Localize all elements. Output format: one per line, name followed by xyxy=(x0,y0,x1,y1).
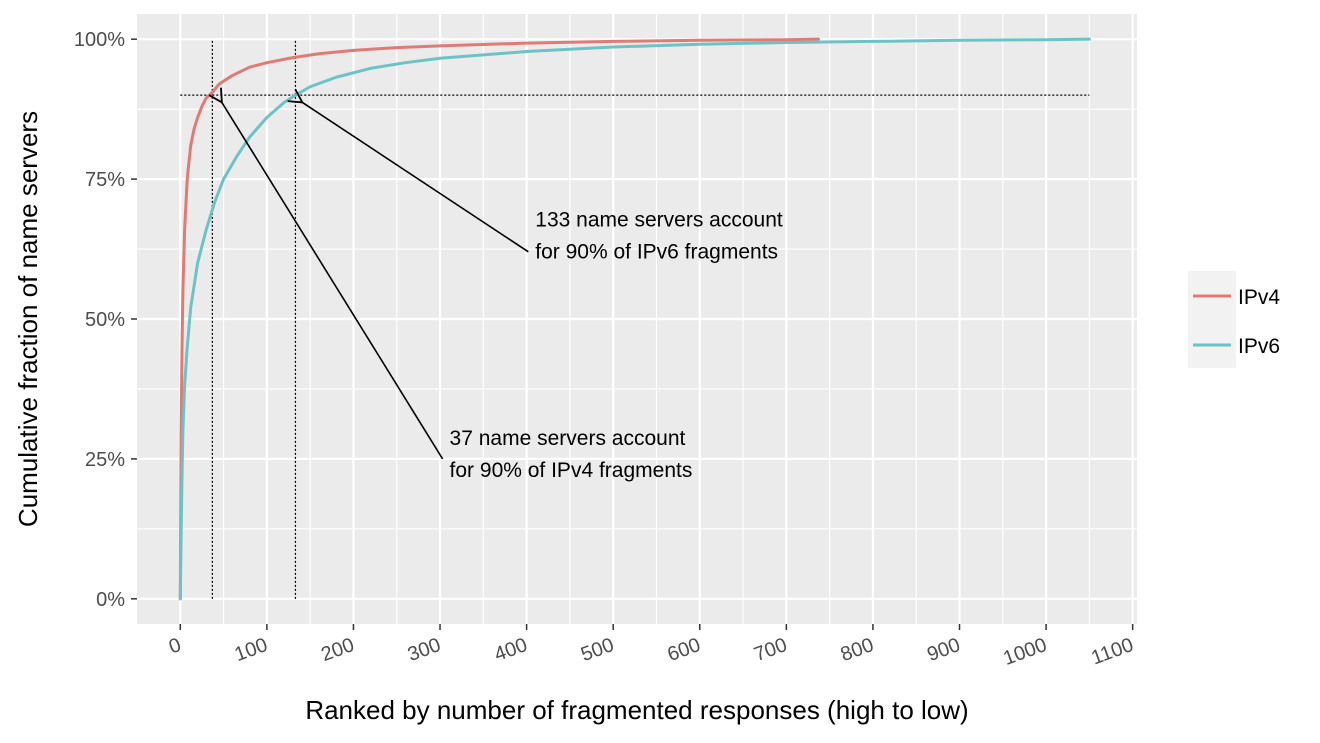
x-tick-label: 600 xyxy=(665,634,704,666)
annotations: 133 name servers account for 90% of IPv6 … xyxy=(222,102,783,482)
major-gridlines xyxy=(137,14,1137,624)
annotation-arrow xyxy=(302,102,529,253)
x-tick-label: 200 xyxy=(318,634,357,666)
annotation-text: for 90% of IPv4 fragments xyxy=(450,459,693,482)
y-tick-label: 50% xyxy=(85,309,125,331)
x-tick-label: 300 xyxy=(405,634,444,666)
x-tick-label: 800 xyxy=(838,634,877,666)
x-tick-label: 900 xyxy=(924,634,963,666)
x-tick-label: 0 xyxy=(166,634,184,658)
x-tick-label: 400 xyxy=(491,634,530,666)
annotation-text: for 90% of IPv6 fragments xyxy=(535,241,778,264)
series-line-ipv4 xyxy=(178,37,820,601)
x-tick-label: 1000 xyxy=(1000,634,1049,670)
y-tick-label: 75% xyxy=(85,169,125,191)
x-tick-label: 700 xyxy=(751,634,790,666)
x-axis-title: Ranked by number of fragmented responses… xyxy=(305,695,968,725)
annotation-arrow xyxy=(222,102,444,460)
x-tick-label: 1100 xyxy=(1088,634,1136,669)
y-tick-label: 100% xyxy=(74,29,125,51)
y-tick-label: 0% xyxy=(96,589,125,611)
annotation-text: 133 name servers account xyxy=(535,209,783,232)
legend-label-ipv4: IPv4 xyxy=(1238,286,1280,309)
legend: IPv4 IPv6 xyxy=(1188,271,1280,368)
y-axis-title: Cumulative fraction of name servers xyxy=(13,111,43,527)
x-tick-label: 100 xyxy=(232,634,271,666)
series-line-ipv6 xyxy=(178,37,1091,601)
y-tick-label: 25% xyxy=(85,449,125,471)
series-lines xyxy=(178,37,1091,601)
annotation-text: 37 name servers account xyxy=(450,427,686,450)
reference-lines xyxy=(180,39,1090,599)
y-axis: 0% 25% 50% 75% 100% xyxy=(74,29,137,611)
legend-label-ipv6: IPv6 xyxy=(1238,335,1280,358)
x-tick-label: 500 xyxy=(578,634,617,666)
x-axis: 0 100 200 300 400 500 600 700 800 900 1000 1100 xyxy=(166,624,1136,670)
legend-key-background xyxy=(1188,271,1236,368)
